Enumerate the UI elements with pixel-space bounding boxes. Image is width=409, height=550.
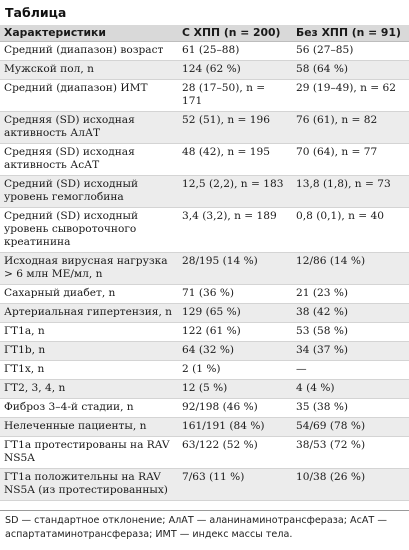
cell-without-cpp: —: [292, 360, 409, 380]
cell-characteristic: ГТ1a, n: [0, 322, 178, 342]
cell-characteristic: Средний (SD) исходный уровень сывороточн…: [0, 207, 178, 253]
cell-characteristic: Средняя (SD) исходная активность АлАТ: [0, 111, 178, 144]
table-row: Средняя (SD) исходная активность АсАТ 48 …: [0, 143, 409, 176]
cell-characteristic: Артериальная гипертензия, n: [0, 303, 178, 323]
cell-with-cpp: 161/191 (84 %): [178, 417, 292, 437]
table-row: Средний (диапазон) ИМТ 28 (17–50), n = 17…: [0, 79, 409, 112]
header-without-cpp: Без ХПП (n = 91): [292, 25, 409, 42]
table-row: Средний (диапазон) возраст 61 (25–88) 56 (…: [0, 41, 409, 61]
table-title: Таблица: [5, 5, 67, 20]
cell-without-cpp: 35 (38 %): [292, 398, 409, 418]
cell-without-cpp: 4 (4 %): [292, 379, 409, 399]
cell-without-cpp: 54/69 (78 %): [292, 417, 409, 437]
table-row: ГТ1a протестированы на RAV NS5A 63/122 (5…: [0, 436, 409, 469]
cell-characteristic: Средняя (SD) исходная активность АсАТ: [0, 143, 178, 176]
cell-with-cpp: 3,4 (3,2), n = 189: [178, 207, 292, 253]
table-row: Сахарный диабет, n 71 (36 %) 21 (23 %): [0, 284, 409, 304]
table-row: ГТ1a положительны на RAV NS5A (из протес…: [0, 468, 409, 501]
cell-without-cpp: 38/53 (72 %): [292, 436, 409, 469]
table-row: ГТ2, 3, 4, n 12 (5 %) 4 (4 %): [0, 379, 409, 399]
cell-with-cpp: 2 (1 %): [178, 360, 292, 380]
cell-characteristic: Средний (SD) исходный уровень гемоглобин…: [0, 175, 178, 208]
cell-characteristic: Фиброз 3–4-й стадии, n: [0, 398, 178, 418]
cell-with-cpp: 28 (17–50), n = 171: [178, 79, 292, 112]
cell-without-cpp: 70 (64), n = 77: [292, 143, 409, 176]
cell-characteristic: ГТ2, 3, 4, n: [0, 379, 178, 399]
cell-without-cpp: 53 (58 %): [292, 322, 409, 342]
cell-without-cpp: 76 (61), n = 82: [292, 111, 409, 144]
cell-with-cpp: 48 (42), n = 195: [178, 143, 292, 176]
table-header: Характеристики С ХПП (n = 200) Без ХПП (…: [0, 25, 409, 42]
table-row: Нелеченные пациенты, n 161/191 (84 %) 54/6…: [0, 417, 409, 437]
cell-without-cpp: 10/38 (26 %): [292, 468, 409, 501]
cell-with-cpp: 7/63 (11 %): [178, 468, 292, 501]
cell-without-cpp: 34 (37 %): [292, 341, 409, 361]
cell-with-cpp: 71 (36 %): [178, 284, 292, 304]
cell-characteristic: ГТ1a протестированы на RAV NS5A: [0, 436, 178, 469]
table-footnote: SD — стандартное отклонение; АлАТ — алан…: [0, 510, 409, 542]
header-characteristics: Характеристики: [0, 25, 178, 42]
cell-without-cpp: 0,8 (0,1), n = 40: [292, 207, 409, 253]
cell-without-cpp: 58 (64 %): [292, 60, 409, 80]
cell-with-cpp: 129 (65 %): [178, 303, 292, 323]
cell-characteristic: Мужской пол, n: [0, 60, 178, 80]
cell-with-cpp: 28/195 (14 %): [178, 252, 292, 285]
cell-without-cpp: 56 (27–85): [292, 41, 409, 61]
cell-with-cpp: 124 (62 %): [178, 60, 292, 80]
table-row: Средний (SD) исходный уровень гемоглобин…: [0, 175, 409, 208]
cell-with-cpp: 92/198 (46 %): [178, 398, 292, 418]
header-row: Характеристики С ХПП (n = 200) Без ХПП (…: [0, 25, 409, 42]
cell-without-cpp: 21 (23 %): [292, 284, 409, 304]
cell-with-cpp: 12 (5 %): [178, 379, 292, 399]
cell-with-cpp: 52 (51), n = 196: [178, 111, 292, 144]
header-with-cpp: С ХПП (n = 200): [178, 25, 292, 42]
table-row: ГТ1b, n 64 (32 %) 34 (37 %): [0, 341, 409, 361]
cell-without-cpp: 29 (19–49), n = 62: [292, 79, 409, 112]
cell-without-cpp: 13,8 (1,8), n = 73: [292, 175, 409, 208]
table-row: Исходная вирусная нагрузка > 6 млн МЕ/мл…: [0, 252, 409, 285]
cell-characteristic: Сахарный диабет, n: [0, 284, 178, 304]
cell-with-cpp: 12,5 (2,2), n = 183: [178, 175, 292, 208]
cell-with-cpp: 122 (61 %): [178, 322, 292, 342]
table-row: Фиброз 3–4-й стадии, n 92/198 (46 %) 35 (3…: [0, 398, 409, 418]
table-row: Артериальная гипертензия, n 129 (65 %) 38 …: [0, 303, 409, 323]
cell-characteristic: Средний (диапазон) ИМТ: [0, 79, 178, 112]
cell-characteristic: ГТ1b, n: [0, 341, 178, 361]
cell-with-cpp: 61 (25–88): [178, 41, 292, 61]
cell-characteristic: ГТ1x, n: [0, 360, 178, 380]
characteristics-table: Характеристики С ХПП (n = 200) Без ХПП (…: [0, 25, 409, 501]
table-row: Мужской пол, n 124 (62 %) 58 (64 %): [0, 60, 409, 80]
cell-with-cpp: 64 (32 %): [178, 341, 292, 361]
cell-without-cpp: 12/86 (14 %): [292, 252, 409, 285]
table-row: Средний (SD) исходный уровень сывороточн…: [0, 207, 409, 253]
table-body: Средний (диапазон) возраст 61 (25–88) 56 (…: [0, 41, 409, 501]
cell-characteristic: Нелеченные пациенты, n: [0, 417, 178, 437]
cell-characteristic: ГТ1a положительны на RAV NS5A (из протес…: [0, 468, 178, 501]
cell-characteristic: Исходная вирусная нагрузка > 6 млн МЕ/мл…: [0, 252, 178, 285]
cell-with-cpp: 63/122 (52 %): [178, 436, 292, 469]
table-row: ГТ1a, n 122 (61 %) 53 (58 %): [0, 322, 409, 342]
cell-characteristic: Средний (диапазон) возраст: [0, 41, 178, 61]
cell-without-cpp: 38 (42 %): [292, 303, 409, 323]
table-row: Средняя (SD) исходная активность АлАТ 52 …: [0, 111, 409, 144]
